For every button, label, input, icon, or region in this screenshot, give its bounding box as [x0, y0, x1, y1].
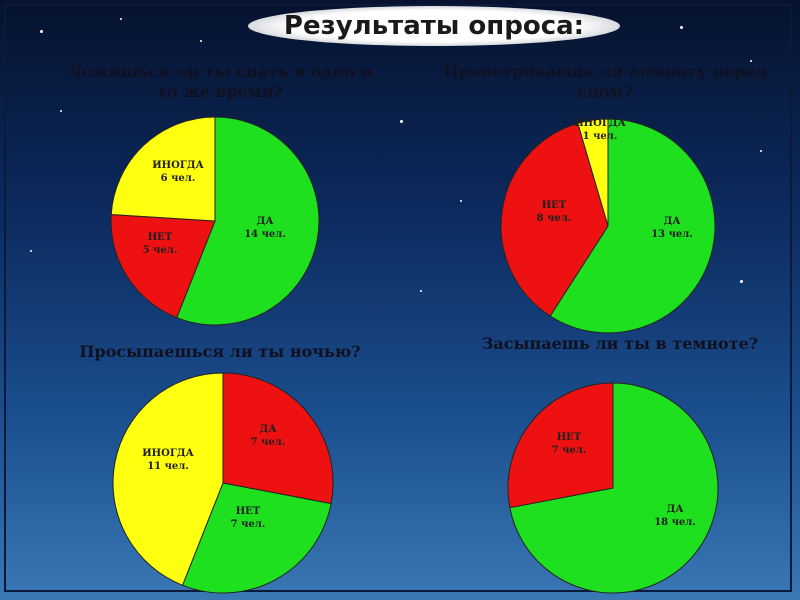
slice-label: НЕТ: [148, 232, 173, 243]
star-decoration: [740, 280, 743, 283]
star-decoration: [60, 110, 62, 112]
slice-label: НЕТ: [557, 432, 582, 443]
slice-value-label: 18 чел.: [654, 517, 696, 528]
slice-value-label: 5 чел.: [143, 245, 178, 256]
pie-slice-2: [507, 382, 614, 509]
slice-label: ИНОГДА: [142, 448, 194, 459]
star-decoration: [760, 150, 762, 152]
pie-slice-3: [110, 116, 216, 222]
slide-frame: [4, 4, 792, 592]
slice-value-label: 13 чел.: [651, 229, 693, 240]
slice-value-label: 6 чел.: [161, 173, 196, 184]
slice-value-label: 14 чел.: [244, 229, 286, 240]
star-decoration: [750, 60, 752, 62]
star-decoration: [400, 120, 403, 123]
star-decoration: [30, 250, 32, 252]
pie-slice-3: [112, 372, 224, 586]
slice-label: НЕТ: [542, 200, 567, 211]
slice-value-label: 1 чел.: [583, 131, 618, 142]
chart-title-dark-sleep: Засыпаешь ли ты в темноте?: [481, 334, 759, 353]
pie-slice-1: [222, 372, 334, 505]
pie-chart-ventilation: ДА 13 чел. НЕТ 8 чел. ИНОГДА 1 чел.: [500, 118, 716, 334]
pie-chart-sleep-time: ДА 14 чел. НЕТ 5 чел. ИНОГДА 6 чел.: [110, 116, 320, 326]
pie-chart-night-waking: ДА 7 чел. НЕТ 7 чел. ИНОГДА 11 чел.: [112, 372, 334, 594]
slice-value-label: 11 чел.: [147, 461, 189, 472]
chart-title-night-waking: Просыпаешься ли ты ночью?: [79, 342, 361, 361]
pie-slice-1: [549, 118, 716, 334]
star-decoration: [40, 30, 43, 33]
slice-label: НЕТ: [236, 506, 261, 517]
pie-slice-3: [577, 118, 609, 227]
slice-label: ИНОГДА: [152, 160, 204, 171]
slice-value-label: 8 чел.: [537, 213, 572, 224]
pie-slice-2: [500, 122, 609, 317]
slice-label: ДА: [256, 216, 274, 227]
slice-value-label: 7 чел.: [552, 445, 587, 456]
chart-title-ventilation: Проветриваешь ли комнату перед сном?: [443, 62, 767, 101]
slice-label: ИНОГДА: [574, 118, 626, 129]
slice-label: ДА: [666, 504, 684, 515]
star-decoration: [420, 290, 422, 292]
slice-value-label: 7 чел.: [231, 519, 266, 530]
pie-slice-1: [176, 116, 320, 326]
pie-slice-2: [181, 482, 332, 594]
star-decoration: [200, 40, 202, 42]
slice-label: ДА: [259, 424, 277, 435]
title-cloud: [248, 6, 620, 46]
slice-label: ДА: [663, 216, 681, 227]
pie-slice-1: [509, 382, 719, 594]
pie-slice-2: [110, 213, 216, 319]
page-title: Результаты опроса:: [283, 11, 585, 41]
pie-chart-dark-sleep: ДА 18 чел. НЕТ 7 чел.: [507, 382, 719, 594]
star-decoration: [460, 200, 462, 202]
star-decoration: [680, 26, 683, 29]
chart-title-sleep-time: Ложишься ли ты спать в одно и то же врем…: [67, 62, 373, 101]
slice-value-label: 7 чел.: [251, 437, 286, 448]
star-decoration: [120, 18, 122, 20]
